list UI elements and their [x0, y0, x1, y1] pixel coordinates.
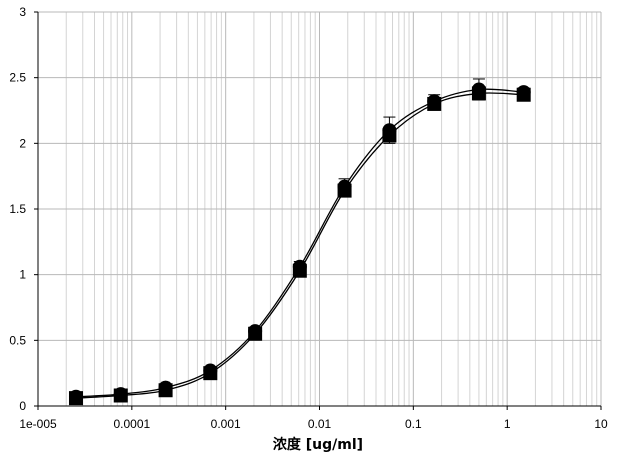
- y-tick-label: 0.5: [9, 333, 26, 347]
- x-tick-label: 1e-005: [19, 417, 57, 431]
- data-point-circle: [516, 85, 531, 100]
- data-point-circle: [382, 123, 397, 138]
- axes: [34, 11, 602, 410]
- series-2: [68, 78, 531, 404]
- series-line: [75, 92, 524, 399]
- y-tick-label: 1: [19, 268, 26, 282]
- x-tick-label: 10: [594, 417, 608, 431]
- data-point-circle: [68, 389, 83, 404]
- data-point-circle: [203, 363, 218, 378]
- y-tick-label: 2.5: [9, 71, 26, 85]
- y-tick-label: 0: [19, 399, 26, 413]
- data-point-circle: [471, 82, 486, 97]
- x-tick-label: 0.1: [405, 417, 422, 431]
- y-tick-label: 2: [19, 136, 26, 150]
- data-point-circle: [292, 259, 307, 274]
- series-1: [68, 86, 531, 406]
- y-tick-label: 3: [19, 5, 26, 19]
- x-tick-label: 0.001: [211, 417, 241, 431]
- x-tick-label: 0.0001: [113, 417, 150, 431]
- data-point-circle: [113, 387, 128, 402]
- y-tick-label: 1.5: [9, 202, 26, 216]
- series-layer: [68, 78, 531, 406]
- major-gridlines: [37, 11, 602, 407]
- data-point-circle: [427, 94, 442, 109]
- x-tick-label: 0.01: [308, 417, 332, 431]
- x-axis-title: 浓度 [ug/ml]: [273, 436, 363, 453]
- tick-labels: 1e-005 0.0001 0.001 0.01 0.1 1 10 0 0.5 1 1.5 2 2.5 3: [9, 5, 608, 431]
- data-point-circle: [158, 380, 173, 395]
- x-tick-label: 1: [504, 417, 511, 431]
- data-point-circle: [248, 324, 263, 339]
- data-point-circle: [337, 179, 352, 194]
- series-line: [75, 88, 524, 398]
